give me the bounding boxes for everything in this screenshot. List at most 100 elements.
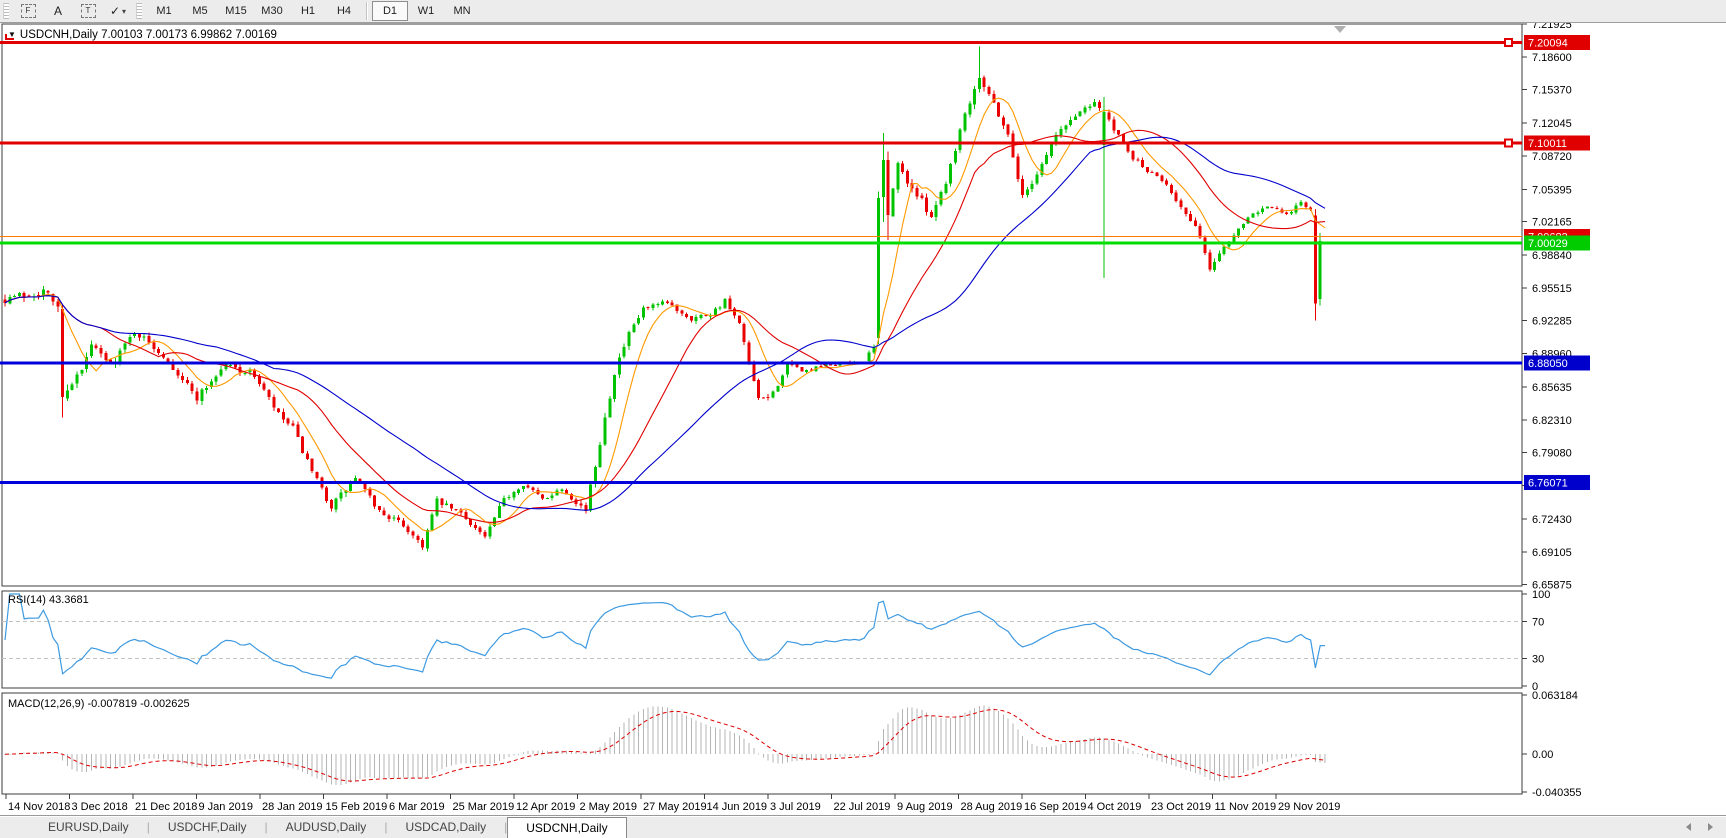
tab-separator: |	[384, 820, 388, 834]
svg-text:27 May 2019: 27 May 2019	[643, 801, 707, 813]
timeframe-button-m1[interactable]: M1	[156, 5, 172, 17]
date-axis: 14 Nov 2018 3 Dec 2018 21 Dec 2018 9 Jan 20…	[5, 794, 1340, 813]
level-lines[interactable]	[0, 37, 1522, 484]
moving-average-medium	[4, 129, 1326, 523]
chart-shift-triangle-icon[interactable]	[1334, 26, 1346, 33]
text-tool-button[interactable]: T	[74, 1, 102, 21]
panel-frames	[1, 23, 1523, 795]
tab-bar-lead-space	[0, 816, 30, 838]
price-tags: 7.200947.100117.006837.000296.880506.760…	[1524, 34, 1590, 490]
tab-separator: |	[146, 820, 150, 834]
svg-text:7.18600: 7.18600	[1532, 52, 1572, 64]
svg-text:0.063184: 0.063184	[1532, 690, 1578, 702]
svg-text:23 Oct 2019: 23 Oct 2019	[1151, 801, 1211, 813]
svg-text:28 Jan 2019: 28 Jan 2019	[262, 801, 323, 813]
macd-indicator-label: MACD(12,26,9) -0.007819 -0.002625	[8, 698, 190, 710]
svg-text:7.12045: 7.12045	[1532, 118, 1572, 130]
svg-text:6.79080: 6.79080	[1532, 447, 1572, 459]
svg-text:7.10011: 7.10011	[1528, 138, 1567, 150]
chevron-down-icon: ▾	[122, 6, 127, 16]
svg-text:15 Feb 2019: 15 Feb 2019	[326, 801, 388, 813]
label-a-icon: A	[53, 4, 62, 18]
text-tool-icon: T	[80, 4, 96, 18]
symbol-dropdown-icon[interactable]: ▼	[8, 30, 16, 39]
svg-text:14 Jun 2019: 14 Jun 2019	[707, 801, 768, 813]
macd-histogram	[4, 705, 1326, 786]
moving-average-fast	[4, 97, 1326, 532]
tab-scroll-left-button[interactable]	[1682, 821, 1694, 833]
hline-marker[interactable]	[1504, 37, 1513, 47]
macd-panel: 0.063184 0.00 -0.040355	[4, 690, 1582, 799]
svg-text:22 Jul 2019: 22 Jul 2019	[834, 801, 891, 813]
timeframe-button-h1[interactable]: H1	[300, 5, 316, 17]
hline-marker[interactable]	[1504, 138, 1513, 148]
timeframe-button-h4[interactable]: H4	[336, 5, 352, 17]
svg-text:7.15370: 7.15370	[1532, 85, 1572, 97]
svg-text:0.00: 0.00	[1532, 749, 1553, 761]
svg-text:21 Dec 2018: 21 Dec 2018	[135, 801, 197, 813]
drawing-tools-button[interactable]: ✓ ▾	[104, 1, 132, 21]
timeframe-button-mn[interactable]: MN	[453, 5, 471, 17]
tab-usdcad[interactable]: USDCAD,Daily	[405, 820, 487, 834]
svg-text:11 Nov 2019: 11 Nov 2019	[1215, 801, 1277, 813]
svg-text:2 May 2019: 2 May 2019	[580, 801, 637, 813]
tab-separator: |	[264, 820, 268, 834]
arrow-label-button[interactable]: A	[44, 1, 72, 21]
svg-text:29 Nov 2019: 29 Nov 2019	[1278, 801, 1340, 813]
svg-text:6.85635: 6.85635	[1532, 382, 1572, 394]
svg-text:9 Jan 2019: 9 Jan 2019	[199, 801, 253, 813]
timeframe-button-m30[interactable]: M30	[261, 5, 283, 17]
price-chart[interactable]: 7.219257.186007.153707.120457.087207.053…	[0, 0, 1726, 815]
svg-text:3 Jul 2019: 3 Jul 2019	[770, 801, 821, 813]
svg-text:7.20094: 7.20094	[1528, 37, 1568, 49]
svg-text:7.05395: 7.05395	[1532, 184, 1572, 196]
rsi-line	[4, 593, 1326, 679]
svg-text:14 Nov 2018: 14 Nov 2018	[8, 801, 70, 813]
svg-text:6.72430: 6.72430	[1532, 514, 1572, 526]
svg-text:6.65875: 6.65875	[1532, 580, 1572, 592]
svg-text:7.08720: 7.08720	[1532, 151, 1572, 163]
svg-text:6 Mar 2019: 6 Mar 2019	[389, 801, 445, 813]
svg-text:7.02165: 7.02165	[1532, 217, 1572, 229]
svg-text:4 Oct 2019: 4 Oct 2019	[1088, 801, 1142, 813]
tab-scroll-arrows	[1682, 816, 1726, 838]
macd-signal-line	[4, 708, 1326, 782]
triangle-left-icon	[1685, 823, 1691, 831]
svg-text:6.92285: 6.92285	[1532, 315, 1572, 327]
symbol-name: USDCNH,Daily	[19, 29, 98, 41]
tab-eurusd[interactable]: EURUSD,Daily	[48, 820, 129, 834]
chart-tab-bar: EURUSD,Daily | USDCHF,Daily | AUDUSD,Daily | U…	[0, 815, 1726, 838]
cursor-tool-button[interactable]: F	[14, 1, 42, 21]
chart-title[interactable]: ▼ USDCNH,Daily 7.00103 7.00173 6.99862 7.…	[8, 29, 277, 41]
svg-text:7.00029: 7.00029	[1528, 238, 1568, 250]
ohlc-values: 7.00103 7.00173 6.99862 7.00169	[101, 29, 277, 41]
svg-text:28 Aug 2019: 28 Aug 2019	[961, 801, 1023, 813]
timeframe-button-m5[interactable]: M5	[192, 5, 208, 17]
svg-text:6.88050: 6.88050	[1528, 358, 1568, 370]
tab-usdcnh[interactable]: USDCNH,Daily	[507, 817, 627, 838]
svg-text:-0.040355: -0.040355	[1532, 787, 1582, 799]
svg-text:3 Dec 2018: 3 Dec 2018	[72, 801, 128, 813]
moving-average-slow	[4, 136, 1326, 511]
check-mark-icon: ✓	[109, 4, 121, 18]
timeframe-button-group: M1 M5 M15 M30 H1 H4 D1 W1 MN	[146, 1, 480, 21]
svg-text:6.98840: 6.98840	[1532, 250, 1572, 262]
timeframe-button-d1[interactable]: D1	[372, 1, 408, 21]
cursor-tool-icon: F	[20, 4, 36, 18]
tab-scroll-right-button[interactable]	[1704, 821, 1716, 833]
toolbar-separator	[366, 2, 368, 20]
svg-text:12 Apr 2019: 12 Apr 2019	[516, 801, 575, 813]
timeframe-group-handle[interactable]	[136, 3, 142, 19]
price-axis: 7.219257.186007.153707.120457.087207.053…	[1522, 19, 1572, 592]
tab-audusd[interactable]: AUDUSD,Daily	[285, 820, 367, 834]
chart-tabs: EURUSD,Daily | USDCHF,Daily | AUDUSD,Daily | U…	[30, 816, 627, 838]
tab-separator: |	[504, 820, 508, 834]
triangle-right-icon	[1707, 823, 1713, 831]
timeframe-button-w1[interactable]: W1	[417, 5, 435, 17]
timeframe-button-m15[interactable]: M15	[225, 5, 247, 17]
svg-text:6.69105: 6.69105	[1532, 547, 1572, 559]
tab-usdchf[interactable]: USDCHF,Daily	[167, 820, 247, 834]
svg-text:25 Mar 2019: 25 Mar 2019	[453, 801, 515, 813]
toolbar-drag-handle[interactable]	[3, 3, 9, 19]
